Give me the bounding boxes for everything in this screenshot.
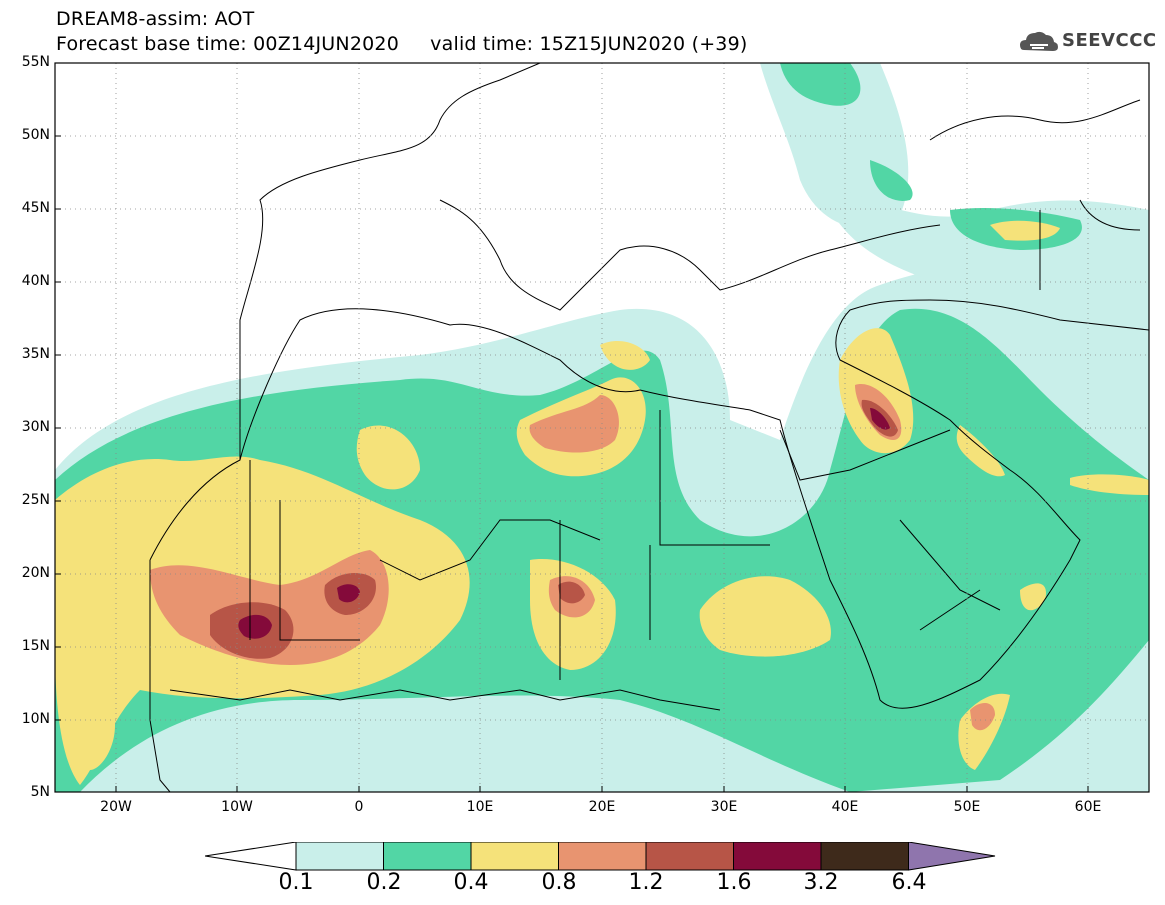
lat-label: 10N <box>21 711 50 727</box>
colorbar-segment <box>733 842 822 871</box>
axis-ticks <box>55 62 1089 792</box>
lat-label: 40N <box>21 273 50 289</box>
colorbar-label: 0.8 <box>541 870 577 895</box>
chart-title: DREAM8-assim: AOT <box>56 8 255 30</box>
colorbar-label: 0.1 <box>278 870 314 895</box>
aot-field <box>55 63 1149 792</box>
colorbar-label: 1.6 <box>716 870 752 895</box>
colorbar-segment <box>295 842 384 871</box>
colorbar-label: 6.4 <box>891 870 927 895</box>
colorbar-label: 0.2 <box>366 870 402 895</box>
forecast-time-line: Forecast base time: 00Z14JUN2020 valid t… <box>56 33 748 55</box>
cloud-icon <box>1020 31 1058 51</box>
lat-label: 55N <box>21 54 50 70</box>
lat-label: 30N <box>21 419 50 435</box>
lon-label: 20W <box>100 799 132 815</box>
colorbar-max-arrow <box>908 842 996 871</box>
lon-label: 50E <box>953 799 981 815</box>
lon-label: 0 <box>354 799 364 815</box>
colorbar-min-arrow <box>205 842 297 871</box>
colorbar-segment <box>383 842 472 871</box>
colorbar <box>205 842 996 871</box>
colorbar-label: 3.2 <box>803 870 839 895</box>
brand-logo-text: SEEVCCC <box>1062 30 1157 51</box>
lat-label: 35N <box>21 346 50 362</box>
lon-label: 20E <box>588 799 616 815</box>
lat-label: 15N <box>21 638 50 654</box>
lon-label: 30E <box>710 799 738 815</box>
lon-label: 40E <box>831 799 859 815</box>
lon-label: 10W <box>221 799 253 815</box>
colorbar-segment <box>470 842 559 871</box>
colorbar-label: 1.2 <box>628 870 664 895</box>
lat-label: 5N <box>30 784 50 800</box>
colorbar-label: 0.4 <box>453 870 489 895</box>
lat-label: 50N <box>21 127 50 143</box>
lat-label: 20N <box>21 565 50 581</box>
colorbar-segment <box>558 842 647 871</box>
coastlines <box>149 63 1149 792</box>
lon-label: 10E <box>466 799 494 815</box>
aot-band-1.6 <box>238 408 890 639</box>
colorbar-segment <box>820 842 909 871</box>
colorbar-segment <box>645 842 734 871</box>
lat-label: 45N <box>21 200 50 216</box>
lat-label: 25N <box>21 492 50 508</box>
lon-label: 60E <box>1074 799 1102 815</box>
